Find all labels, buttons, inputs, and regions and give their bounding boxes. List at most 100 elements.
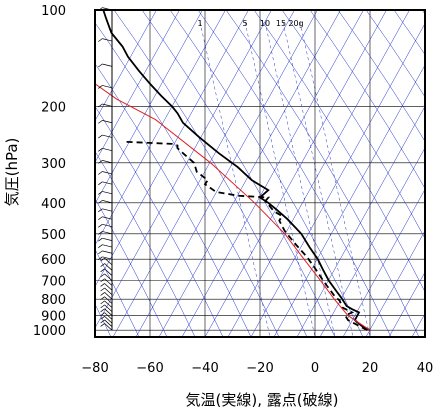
isotherm-line xyxy=(158,10,341,337)
y-tick-label: 500 xyxy=(41,228,66,243)
isotherm-line xyxy=(95,10,272,329)
isotherm-line xyxy=(181,10,364,337)
wind-barb xyxy=(100,300,113,308)
y-tick-label: 400 xyxy=(41,197,66,212)
x-tick-label: −60 xyxy=(136,361,163,376)
wind-barb xyxy=(100,257,113,266)
wind-barb xyxy=(100,283,113,291)
wind-barb xyxy=(100,312,113,320)
y-tick-label: 700 xyxy=(41,275,66,290)
wind-barb xyxy=(98,134,113,139)
y-tick-label: 100 xyxy=(41,4,66,19)
plot-frame xyxy=(94,9,426,338)
x-tick-label: −20 xyxy=(246,361,273,376)
isotherm-line xyxy=(95,10,249,288)
mixing-ratio-label: 20g xyxy=(288,19,303,28)
dry-adiabat-line xyxy=(95,198,168,337)
isotherm-line xyxy=(95,10,180,163)
isotherm-line xyxy=(273,64,425,337)
mixing-ratio-line xyxy=(282,21,354,337)
y-tick-label: 900 xyxy=(41,310,66,325)
mixing-ratio-label: 10 xyxy=(260,19,270,28)
wind-barb-layer xyxy=(98,7,113,331)
wind-barb xyxy=(98,250,113,255)
dry-adiabat-line xyxy=(95,22,280,337)
mixing-ratio-label: 15 xyxy=(276,19,286,28)
y-tick-label: 1000 xyxy=(33,324,66,339)
wind-barb xyxy=(100,287,113,296)
wind-barb xyxy=(100,316,113,324)
x-axis-title: 気温(実線), 露点(破線) xyxy=(186,391,339,409)
y-tick-label: 800 xyxy=(41,293,66,308)
wind-barb xyxy=(100,292,113,300)
wind-barb xyxy=(98,147,113,152)
dry-adiabat-line xyxy=(113,10,308,337)
isotherm-line xyxy=(319,147,425,337)
reference-line xyxy=(95,83,371,331)
series-layer xyxy=(95,10,371,332)
wind-barb xyxy=(98,244,113,248)
mixing-ratio-label: 1 xyxy=(197,19,202,28)
wind-barb xyxy=(98,237,113,242)
x-tick-label: 0 xyxy=(311,361,319,376)
mixing-ratio-labels: 1 5 10 15 20g xyxy=(197,19,303,28)
wind-barb xyxy=(98,223,113,228)
x-axis-ticks: −80 −60 −40 −20 0 20 40 xyxy=(81,361,433,376)
wind-barb xyxy=(98,231,113,235)
x-tick-label: −40 xyxy=(191,361,218,376)
wind-barb xyxy=(98,103,113,108)
isotherm-line xyxy=(135,10,318,337)
wind-barb xyxy=(98,216,113,221)
wind-barb xyxy=(98,63,113,68)
wind-barb xyxy=(100,278,113,286)
x-tick-label: 40 xyxy=(417,361,434,376)
wind-barb xyxy=(98,160,113,164)
dry-adiabat-line xyxy=(169,10,364,337)
temperature-line xyxy=(102,10,371,332)
dry-adiabat-line xyxy=(95,105,224,337)
dry-adiabat-line xyxy=(337,10,425,142)
dewpoint-line xyxy=(125,140,368,331)
isotherm-line xyxy=(204,10,387,337)
mixing-ratio-label: 5 xyxy=(242,19,247,28)
wind-barb xyxy=(98,181,113,186)
wind-barb xyxy=(98,85,113,89)
x-tick-label: 20 xyxy=(362,361,379,376)
wind-barb xyxy=(100,323,113,331)
dry-adiabat-line xyxy=(95,150,196,337)
isotherm-line xyxy=(296,105,425,337)
y-tick-label: 600 xyxy=(41,253,66,268)
isotherm-line xyxy=(112,10,295,337)
isotherm-line xyxy=(365,230,425,337)
wind-barb xyxy=(98,208,113,213)
mixing-ratio-line xyxy=(199,21,271,337)
isotherm-line xyxy=(95,10,157,122)
dry-adiabat-line xyxy=(393,10,425,55)
isotherm-line xyxy=(95,10,226,246)
wind-barb xyxy=(100,308,113,316)
wind-barb xyxy=(100,319,113,327)
wind-barb xyxy=(98,256,113,261)
dry-adiabat-line xyxy=(309,10,425,189)
y-tick-label: 300 xyxy=(41,157,66,172)
isotherm-line xyxy=(342,188,425,337)
dry-adiabat-line xyxy=(95,248,140,337)
dry-adiabat-line xyxy=(197,10,392,337)
dry-adiabat-line xyxy=(95,62,252,337)
wind-barb xyxy=(98,120,113,124)
wind-barb xyxy=(100,296,113,304)
grid-layer xyxy=(95,10,425,337)
wind-barb xyxy=(98,171,113,175)
wind-barb xyxy=(100,304,113,312)
wind-barb xyxy=(98,191,113,195)
isotherm-line xyxy=(388,271,425,337)
y-axis-title: 気圧(hPa) xyxy=(3,138,21,207)
dry-adiabat-line xyxy=(225,10,420,337)
dry-adiabat-line xyxy=(281,10,425,239)
wind-barb xyxy=(98,200,113,204)
wind-barb xyxy=(100,273,113,281)
isotherm-line xyxy=(227,10,410,337)
wind-barb xyxy=(98,38,113,42)
